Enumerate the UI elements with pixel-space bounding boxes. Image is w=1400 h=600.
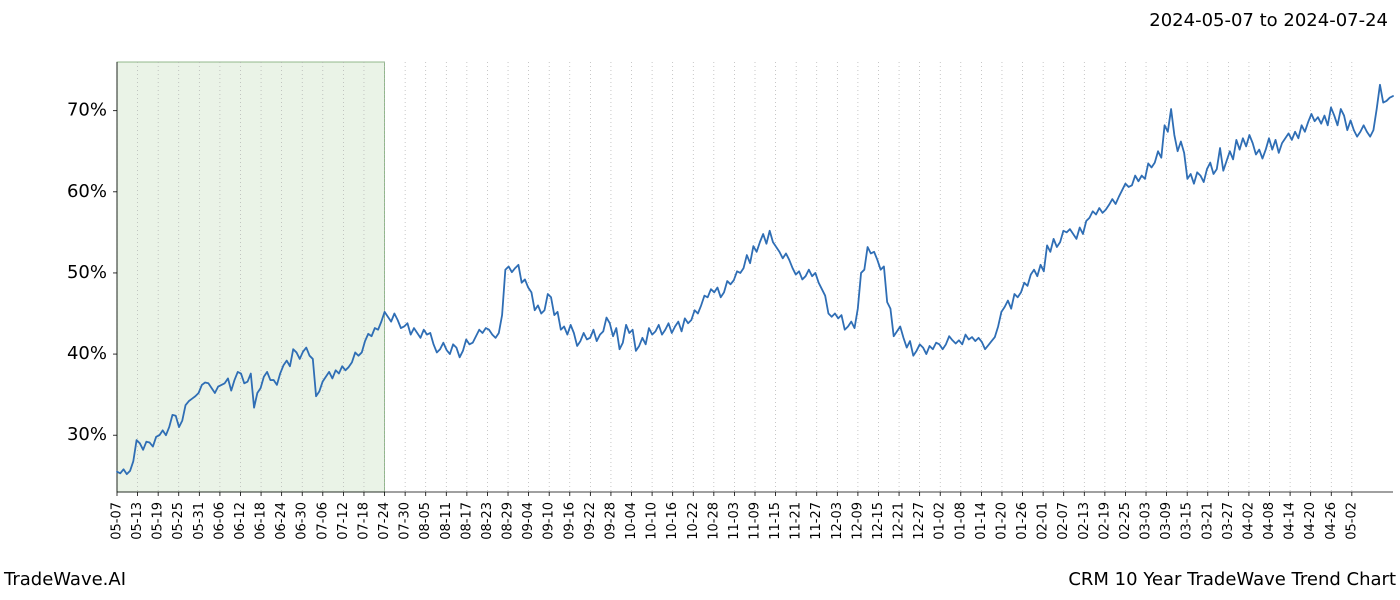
x-tick-label: 09-16 <box>562 502 577 540</box>
x-tick-label: 07-24 <box>377 502 392 540</box>
x-tick-label: 03-21 <box>1200 502 1215 540</box>
x-tick-label: 12-03 <box>830 502 845 540</box>
brand-label: TradeWave.AI <box>4 569 126 590</box>
x-tick-label: 02-19 <box>1097 502 1112 540</box>
x-tick-label: 06-30 <box>295 502 310 540</box>
x-tick-label: 11-03 <box>727 502 742 540</box>
x-tick-label: 12-09 <box>850 502 865 540</box>
x-tick-label: 10-28 <box>706 502 721 540</box>
x-tick-label: 07-06 <box>315 502 330 540</box>
x-tick-label: 12-21 <box>892 502 907 540</box>
y-tick-label: 70% <box>67 100 107 121</box>
x-tick-label: 05-19 <box>151 502 166 540</box>
x-tick-label: 04-20 <box>1303 502 1318 540</box>
x-tick-label: 12-15 <box>871 502 886 540</box>
x-tick-label: 05-13 <box>130 502 145 540</box>
x-tick-label: 10-10 <box>645 502 660 540</box>
x-tick-label: 02-25 <box>1118 502 1133 540</box>
x-tick-label: 07-18 <box>356 502 371 540</box>
x-tick-label: 10-04 <box>624 502 639 540</box>
x-tick-label: 02-01 <box>1036 502 1051 540</box>
x-tick-label: 04-26 <box>1324 502 1339 540</box>
x-tick-label: 09-22 <box>583 502 598 540</box>
x-tick-label: 11-27 <box>809 502 824 540</box>
x-tick-label: 06-12 <box>233 502 248 540</box>
x-tick-label: 07-12 <box>336 502 351 540</box>
x-tick-label: 05-31 <box>192 502 207 540</box>
trend-chart: 05-07 05-13 05-19 05-25 05-31 06-06 06-12 06-18… <box>0 0 1400 600</box>
x-tick-label: 11-21 <box>789 502 804 540</box>
x-tick-label: 01-20 <box>994 502 1009 540</box>
x-tick-label: 09-04 <box>521 502 536 540</box>
x-tick-label: 12-27 <box>912 502 927 540</box>
x-tick-label: 08-05 <box>418 502 433 540</box>
x-tick-label: 08-17 <box>459 502 474 540</box>
x-tick-label: 11-15 <box>768 502 783 540</box>
x-tick-label: 04-14 <box>1283 502 1298 540</box>
x-tick-label: 03-03 <box>1139 502 1154 540</box>
y-tick-label: 50% <box>67 262 107 283</box>
x-tick-label: 03-27 <box>1221 502 1236 540</box>
x-tick-label: 03-15 <box>1180 502 1195 540</box>
x-tick-label: 04-02 <box>1241 502 1256 540</box>
y-tick-label: 40% <box>67 343 107 364</box>
highlight-band <box>117 62 385 492</box>
x-tick-label: 04-08 <box>1262 502 1277 540</box>
x-tick-label: 06-06 <box>212 502 227 540</box>
y-tick-label: 30% <box>67 424 107 445</box>
x-tick-label: 07-30 <box>398 502 413 540</box>
x-tick-label: 10-22 <box>686 502 701 540</box>
x-tick-label: 05-07 <box>110 502 125 540</box>
x-tick-label: 11-09 <box>748 502 763 540</box>
x-tick-label: 10-16 <box>665 502 680 540</box>
x-tick-label: 09-10 <box>542 502 557 540</box>
x-tick-label: 01-08 <box>953 502 968 540</box>
x-tick-label: 01-14 <box>974 502 989 540</box>
chart-title-label: CRM 10 Year TradeWave Trend Chart <box>1068 569 1396 590</box>
x-tick-label: 01-26 <box>1015 502 1030 540</box>
x-tick-label: 08-23 <box>480 502 495 540</box>
date-range-label: 2024-05-07 to 2024-07-24 <box>1149 10 1388 31</box>
x-tick-label: 01-02 <box>933 502 948 540</box>
y-tick-label: 60% <box>67 181 107 202</box>
x-tick-label: 08-11 <box>439 502 454 540</box>
x-tick-label: 02-07 <box>1056 502 1071 540</box>
x-tick-label: 03-09 <box>1159 502 1174 540</box>
x-tick-label: 02-13 <box>1077 502 1092 540</box>
x-tick-label: 06-18 <box>254 502 269 540</box>
x-tick-label: 05-02 <box>1344 502 1359 540</box>
x-tick-label: 05-25 <box>171 502 186 540</box>
x-tick-label: 09-28 <box>603 502 618 540</box>
x-tick-label: 06-24 <box>274 502 289 540</box>
x-tick-label: 08-29 <box>501 502 516 540</box>
chart-container: 2024-05-07 to 2024-07-24 05-07 05-13 05-19… <box>0 0 1400 600</box>
